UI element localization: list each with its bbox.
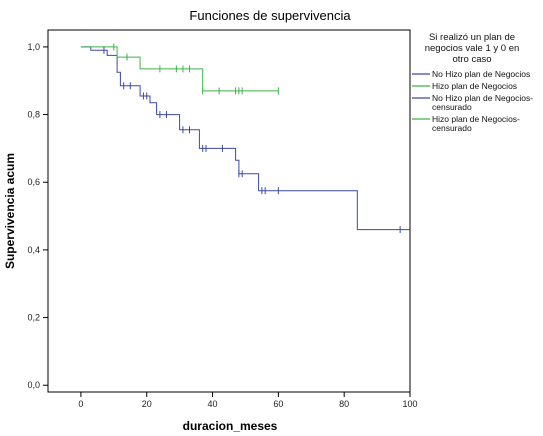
censor-layer bbox=[103, 43, 401, 234]
x-tick-label: 20 bbox=[142, 399, 152, 409]
y-tick-label: 0,8 bbox=[27, 110, 40, 120]
chart-title: Funciones de supervivencia bbox=[189, 8, 351, 23]
series-layer bbox=[80, 46, 410, 231]
x-tick-label: 60 bbox=[273, 399, 283, 409]
y-tick-label: 0,6 bbox=[27, 177, 40, 187]
y-tick-label: 0,0 bbox=[27, 380, 40, 390]
legend-entry-label: No Hizo plan de Negocios-censurado bbox=[432, 93, 533, 112]
y-axis: 0,0 0,2 0,4 0,6 0,8 1,0 bbox=[27, 42, 48, 390]
legend-entry-label: Hizo plan de Negocios bbox=[432, 81, 517, 91]
plot-frame bbox=[47, 29, 411, 393]
x-tick-label: 40 bbox=[208, 399, 218, 409]
y-tick-label: 1,0 bbox=[27, 42, 40, 52]
legend-entry-label: No Hizo plan de Negocios bbox=[432, 69, 530, 79]
legend-items: No Hizo plan de Negocios Hizo plan de Neg… bbox=[412, 69, 533, 133]
legend-title: Si realizó un plan de negocios vale 1 y 0… bbox=[425, 32, 520, 65]
legend-entry-label: Hizo plan de Negocios-censurado bbox=[432, 114, 520, 133]
y-tick-label: 0,2 bbox=[27, 313, 40, 323]
y-tick-label: 0,4 bbox=[27, 245, 40, 255]
x-axis-title: duracion_meses bbox=[183, 419, 278, 433]
y-axis-title: Supervivencia acum bbox=[3, 153, 17, 269]
legend: Si realizó un plan de negocios vale 1 y 0… bbox=[412, 32, 533, 133]
x-tick-label: 100 bbox=[402, 399, 417, 409]
series-line-0 bbox=[80, 46, 410, 231]
series-line-1 bbox=[80, 46, 279, 92]
x-tick-label: 0 bbox=[78, 399, 83, 409]
x-axis: 0 20 40 60 80 100 bbox=[78, 392, 418, 409]
x-tick-label: 80 bbox=[339, 399, 349, 409]
